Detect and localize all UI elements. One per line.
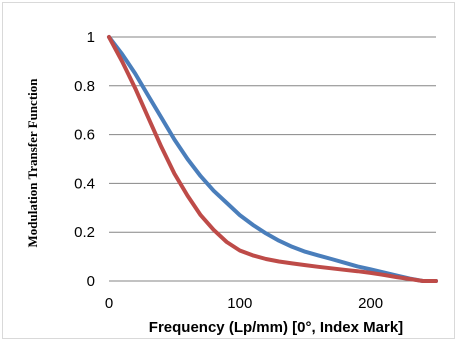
- x-tick-labels: 0 100 200: [105, 295, 383, 312]
- y-tick-label: 0.2: [74, 224, 95, 241]
- y-tick-label: 0: [87, 273, 95, 290]
- y-tick-label: 0.8: [74, 78, 95, 95]
- series-line-2: [107, 35, 438, 283]
- chart-frame: 0 0.2 0.4 0.6 0.8 1 0 100 200 Frequency (Lp/mm)…: [2, 2, 455, 339]
- x-axis-label: Frequency (Lp/mm) [0°, Index Mark]: [149, 319, 403, 336]
- series-lines: [107, 35, 438, 283]
- series-line-1: [107, 35, 438, 283]
- y-tick-labels: 0 0.2 0.4 0.6 0.8 1: [74, 29, 95, 290]
- y-tick-label: 0.4: [74, 175, 95, 192]
- gridlines: [109, 36, 436, 282]
- x-tick-label: 0: [105, 295, 113, 312]
- x-tick-label: 100: [227, 295, 252, 312]
- x-tick-label: 200: [358, 295, 383, 312]
- y-tick-label: 1: [87, 29, 95, 46]
- y-axis-label: Modulation Transfer Function: [25, 78, 40, 248]
- mtf-chart: 0 0.2 0.4 0.6 0.8 1 0 100 200 Frequency (Lp/mm)…: [25, 29, 438, 336]
- y-tick-label: 0.6: [74, 127, 95, 144]
